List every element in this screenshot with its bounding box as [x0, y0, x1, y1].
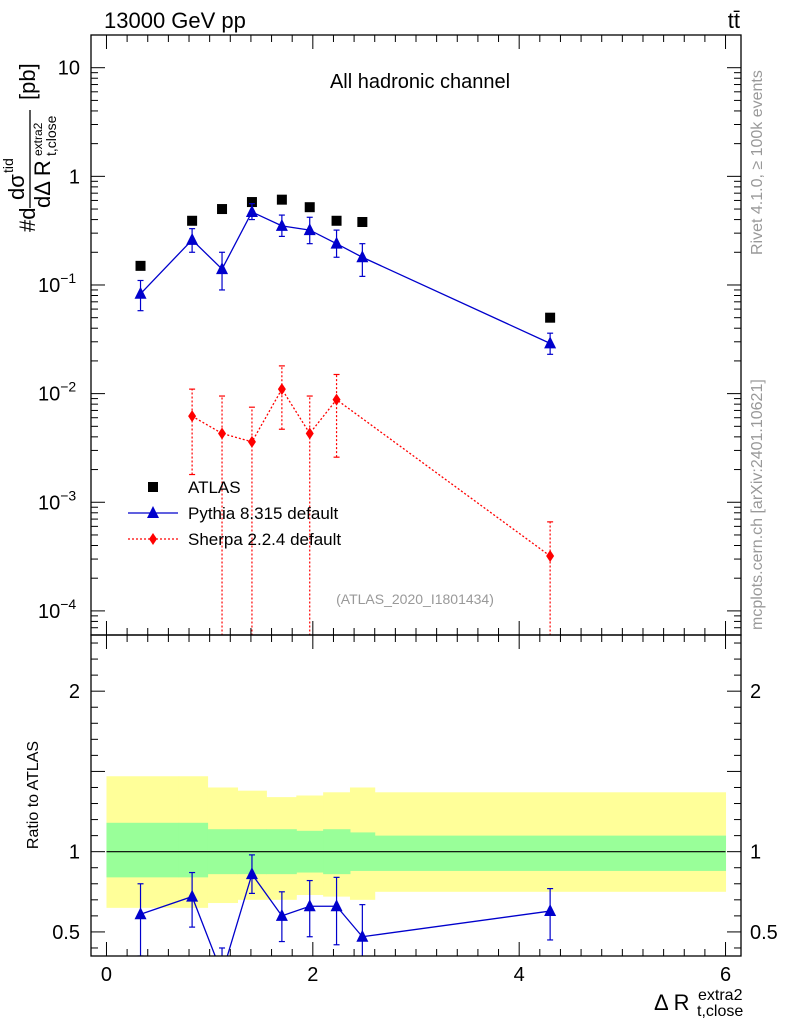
data-point [545, 312, 556, 323]
ratio-data-point [186, 889, 199, 902]
y-label-denominator-sub: t,close [43, 115, 59, 156]
y-tick-label: 1 [69, 166, 80, 188]
data-point [217, 204, 228, 215]
data-point [357, 216, 368, 227]
x-axis-label: Δ R extra2 t,close [654, 987, 743, 1020]
y-label-numerator-sup: tid [0, 158, 16, 173]
y-label-denominator-sup: extra2 [31, 122, 45, 156]
legend-item: ATLAS [148, 478, 241, 497]
analysis-tag: (ATLAS_2020_I1801434) [336, 591, 494, 607]
data-point [305, 427, 314, 440]
y-label-prefix: #d [15, 208, 40, 232]
x-axis-label-main: Δ R [654, 990, 689, 1015]
ratio-y-axis-label: Ratio to ATLAS [25, 741, 42, 849]
legend-label: ATLAS [188, 478, 241, 497]
inner-uncertainty-band [178, 822, 209, 878]
x-tick-label: 0 [101, 964, 112, 986]
data-point [216, 262, 229, 275]
ratio-data-point [134, 907, 147, 920]
series-sherpa-2-2-4-default [188, 365, 555, 635]
chart-title: All hadronic channel [330, 71, 510, 93]
data-point [134, 286, 147, 299]
legend-item: Sherpa 2.2.4 default [128, 530, 341, 549]
inner-uncertainty-band [374, 835, 727, 871]
y-label-unit: [pb] [15, 63, 40, 100]
legend-marker [149, 533, 157, 545]
ratio-data-layer [106, 776, 727, 979]
data-point [332, 393, 341, 406]
ratio-frame [90, 634, 742, 957]
y-tick-label: 10−1 [38, 270, 76, 297]
energy-label: 13000 GeV pp [104, 8, 246, 33]
data-point [246, 197, 257, 208]
x-tick-label: 6 [720, 964, 731, 986]
y-tick-label: 10−2 [38, 379, 76, 406]
series-atlas [135, 194, 556, 323]
y-tick-label: 10−4 [38, 596, 76, 623]
data-point [276, 194, 287, 205]
ratio-y-tick-label: 0.5 [52, 922, 80, 944]
data-point [304, 202, 315, 213]
ratio-y-tick-label: 2 [69, 681, 80, 703]
ratio-y-tick-label: 1 [69, 842, 80, 864]
ratio-data-point [216, 967, 228, 979]
data-point [275, 218, 288, 231]
legend-marker [147, 506, 159, 518]
data-point [245, 204, 258, 217]
data-point [356, 250, 369, 263]
mcplots-label: mcplots.cern.ch [arXiv:2401.10621] [749, 379, 766, 630]
data-point [546, 550, 555, 563]
inner-uncertainty-band [106, 822, 180, 878]
legend-label: Pythia 8.315 default [188, 504, 339, 523]
data-point [186, 232, 199, 245]
ratio-plot-area: 0.5 0.5 1 1 2 2 0 2 4 6 [52, 634, 778, 986]
data-point [303, 223, 316, 236]
x-axis-label-sup: extra2 [698, 987, 743, 1004]
main-data-layer [134, 194, 557, 635]
rivet-version-label: Rivet 4.1.0, ≥ 100k events [749, 70, 766, 255]
ratio-data-point [303, 899, 316, 912]
ratio-series-pythia [134, 854, 557, 979]
ratio-data-point [275, 908, 288, 921]
ratio-data-point [245, 867, 258, 880]
series-line [140, 211, 551, 344]
y-label-denominator: dΔ R [30, 160, 55, 208]
ratio-data-point [544, 904, 557, 917]
data-point [277, 383, 286, 396]
ratio-y-tick-label-right: 1 [750, 842, 761, 864]
legend-marker [148, 482, 158, 492]
main-plot-area: 10 1 10−1 10−2 10−3 10−4 [38, 34, 742, 636]
data-point [544, 336, 557, 349]
process-label: tt̄ [728, 8, 740, 33]
series-pythia-8-315-default [134, 203, 557, 355]
x-tick-label: 2 [307, 964, 318, 986]
data-point [330, 236, 343, 249]
x-tick-label: 4 [514, 964, 525, 986]
ratio-y-tick-label-right: 2 [750, 681, 761, 703]
x-axis-label-sub: t,close [697, 1003, 743, 1020]
data-point [187, 215, 198, 226]
ratio-data-point [356, 929, 369, 942]
data-point [188, 410, 197, 423]
data-point [135, 260, 146, 271]
y-tick-label: 10 [58, 58, 80, 80]
data-point [331, 215, 342, 226]
data-point [218, 427, 227, 440]
y-tick-label: 10−3 [38, 487, 76, 514]
ratio-data-point [330, 899, 343, 912]
legend-label: Sherpa 2.2.4 default [188, 530, 341, 549]
legend: ATLAS Pythia 8.315 default Sherpa 2.2.4 de… [128, 478, 341, 549]
y-label-numerator: dσ [4, 174, 29, 200]
ratio-y-tick-label-right: 0.5 [750, 922, 778, 944]
data-point [247, 435, 256, 448]
legend-item: Pythia 8.315 default [128, 504, 339, 523]
